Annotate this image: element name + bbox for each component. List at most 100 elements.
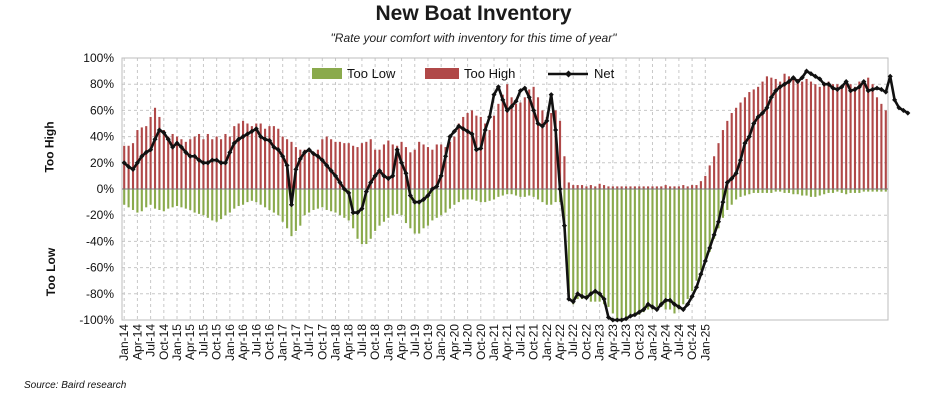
x-tick-label: Jul-17 bbox=[302, 324, 316, 357]
net-marker bbox=[394, 147, 400, 153]
too-high-bar bbox=[787, 76, 791, 189]
too-low-bar bbox=[752, 189, 755, 193]
x-tick-label: Apr-19 bbox=[395, 324, 409, 360]
too-low-bar bbox=[713, 189, 716, 239]
too-low-bar bbox=[875, 189, 879, 192]
too-low-bar bbox=[374, 189, 377, 231]
too-low-bar bbox=[268, 189, 271, 210]
too-low-bar bbox=[219, 189, 223, 220]
too-low-bar bbox=[717, 189, 720, 229]
net-marker bbox=[614, 317, 620, 323]
net-marker bbox=[469, 131, 475, 137]
legend-swatch-too-low bbox=[312, 68, 342, 79]
too-low-bar bbox=[153, 189, 157, 209]
too-high-bar bbox=[875, 97, 879, 189]
too-low-bar bbox=[616, 189, 619, 320]
too-high-bar bbox=[369, 139, 372, 189]
legend: Too Low Too High Net bbox=[312, 66, 615, 81]
too-high-bar bbox=[735, 107, 738, 189]
net-marker bbox=[249, 128, 255, 134]
too-low-bar bbox=[726, 189, 729, 210]
too-low-bar bbox=[827, 189, 830, 193]
net-marker bbox=[332, 173, 339, 179]
net-marker bbox=[214, 157, 220, 163]
net-marker bbox=[685, 301, 691, 307]
too-high-bar bbox=[470, 110, 474, 189]
y-tick-label: 20% bbox=[90, 156, 114, 170]
too-low-bar bbox=[479, 189, 482, 203]
too-high-bar bbox=[484, 123, 487, 189]
too-low-bar bbox=[286, 189, 289, 229]
net-marker bbox=[302, 149, 308, 155]
too-high-bar bbox=[831, 84, 835, 189]
too-high-bar bbox=[858, 81, 861, 189]
too-high-bar bbox=[184, 141, 187, 189]
net-marker bbox=[390, 173, 396, 179]
too-high-bar bbox=[237, 123, 240, 189]
net-marker bbox=[429, 186, 435, 192]
too-high-bar bbox=[664, 185, 667, 189]
too-low-bar bbox=[770, 189, 773, 193]
too-high-bar bbox=[884, 110, 887, 189]
net-marker bbox=[641, 306, 647, 313]
x-tick-label: Oct-21 bbox=[527, 324, 541, 360]
x-tick-label: Oct-20 bbox=[474, 324, 488, 360]
too-low-bar bbox=[655, 189, 658, 307]
too-low-bar bbox=[567, 189, 570, 301]
too-high-bar bbox=[404, 147, 408, 189]
too-low-bar bbox=[836, 189, 839, 192]
too-high-bar bbox=[242, 120, 245, 189]
too-low-bar bbox=[470, 189, 474, 200]
too-low-bar bbox=[409, 189, 412, 229]
too-low-bar bbox=[510, 189, 513, 195]
too-low-bar bbox=[396, 189, 399, 214]
too-low-bar bbox=[224, 189, 227, 216]
too-low-bar bbox=[849, 189, 852, 193]
too-high-bar bbox=[374, 149, 377, 189]
too-high-bar bbox=[457, 123, 460, 189]
too-high-bar bbox=[849, 84, 852, 189]
x-tick-label: Oct-14 bbox=[157, 324, 171, 360]
too-low-bar bbox=[202, 189, 205, 216]
too-low-bar bbox=[294, 189, 297, 231]
too-low-bar bbox=[730, 189, 733, 205]
too-high-bar bbox=[409, 152, 412, 189]
too-high-bar bbox=[211, 139, 214, 189]
too-high-bar bbox=[691, 185, 694, 189]
too-low-bar bbox=[312, 189, 315, 210]
net-marker bbox=[412, 199, 418, 205]
too-high-bar bbox=[563, 156, 566, 189]
too-high-bar bbox=[594, 186, 597, 189]
too-low-bar bbox=[739, 189, 742, 197]
too-low-bar bbox=[541, 189, 544, 203]
net-marker bbox=[354, 210, 361, 216]
too-low-bar bbox=[277, 189, 280, 216]
too-low-bar bbox=[440, 189, 443, 216]
too-high-bar bbox=[638, 186, 641, 189]
net-marker bbox=[161, 130, 167, 136]
too-low-bar bbox=[545, 189, 548, 205]
net-marker bbox=[509, 103, 515, 110]
too-low-bar bbox=[673, 189, 676, 314]
too-high-bar bbox=[752, 89, 755, 189]
net-marker bbox=[680, 306, 686, 313]
too-high-bar bbox=[347, 143, 350, 189]
too-high-bar bbox=[488, 130, 491, 189]
too-low-bar bbox=[211, 189, 214, 221]
too-low-bar bbox=[466, 189, 469, 200]
x-tick-label: Oct-17 bbox=[315, 324, 329, 360]
too-high-bar bbox=[853, 86, 857, 189]
too-low-bar bbox=[682, 189, 685, 305]
too-low-bar bbox=[180, 189, 183, 208]
too-high-bar bbox=[651, 186, 654, 189]
too-low-bar bbox=[550, 189, 553, 205]
net-marker bbox=[209, 157, 215, 163]
net-marker bbox=[597, 291, 603, 297]
too-low-bar bbox=[699, 189, 702, 271]
net-marker bbox=[236, 136, 242, 142]
too-high-bar bbox=[682, 185, 685, 189]
too-high-bar bbox=[268, 126, 271, 189]
too-low-bar bbox=[246, 189, 249, 203]
too-high-bar bbox=[532, 86, 535, 189]
